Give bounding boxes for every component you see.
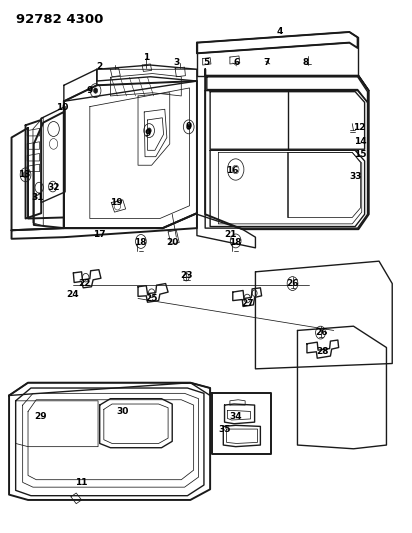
Text: 15: 15 [354, 150, 367, 159]
Text: 30: 30 [117, 407, 129, 416]
Text: 8: 8 [302, 59, 309, 67]
Text: 28: 28 [316, 348, 328, 356]
Text: 9: 9 [87, 86, 93, 95]
Circle shape [187, 124, 191, 130]
Text: 2: 2 [96, 62, 103, 70]
Text: 3: 3 [173, 59, 180, 67]
Text: 5: 5 [203, 59, 209, 67]
Text: 9: 9 [185, 123, 192, 131]
Text: 18: 18 [229, 238, 242, 247]
Text: 26: 26 [286, 279, 299, 288]
Text: 20: 20 [166, 238, 178, 247]
Text: 7: 7 [264, 59, 270, 67]
Text: 32: 32 [47, 183, 60, 192]
Text: 13: 13 [19, 171, 31, 179]
Text: 17: 17 [94, 230, 106, 239]
Text: 18: 18 [134, 238, 146, 247]
Text: 14: 14 [354, 137, 367, 146]
Text: 26: 26 [315, 328, 328, 337]
Text: 6: 6 [234, 59, 240, 67]
Text: 19: 19 [110, 198, 122, 207]
Circle shape [23, 172, 28, 178]
Text: 16: 16 [227, 166, 239, 175]
Text: 24: 24 [66, 290, 78, 299]
Text: 21: 21 [225, 230, 237, 239]
Text: 29: 29 [34, 413, 47, 421]
Text: 34: 34 [229, 413, 242, 421]
Text: 11: 11 [75, 478, 88, 487]
Text: 92782 4300: 92782 4300 [16, 13, 104, 26]
Text: 35: 35 [218, 425, 231, 434]
Text: 25: 25 [145, 294, 158, 303]
Text: 12: 12 [353, 124, 365, 132]
Circle shape [94, 88, 98, 93]
Text: 1: 1 [143, 53, 150, 61]
Text: 27: 27 [242, 300, 254, 308]
Text: 22: 22 [78, 279, 91, 288]
Text: 10: 10 [56, 103, 68, 112]
Text: 33: 33 [349, 173, 361, 181]
Text: 23: 23 [180, 271, 192, 280]
Circle shape [147, 128, 151, 133]
Text: 9: 9 [144, 129, 151, 138]
Text: 4: 4 [277, 28, 283, 36]
Text: 31: 31 [32, 193, 44, 201]
